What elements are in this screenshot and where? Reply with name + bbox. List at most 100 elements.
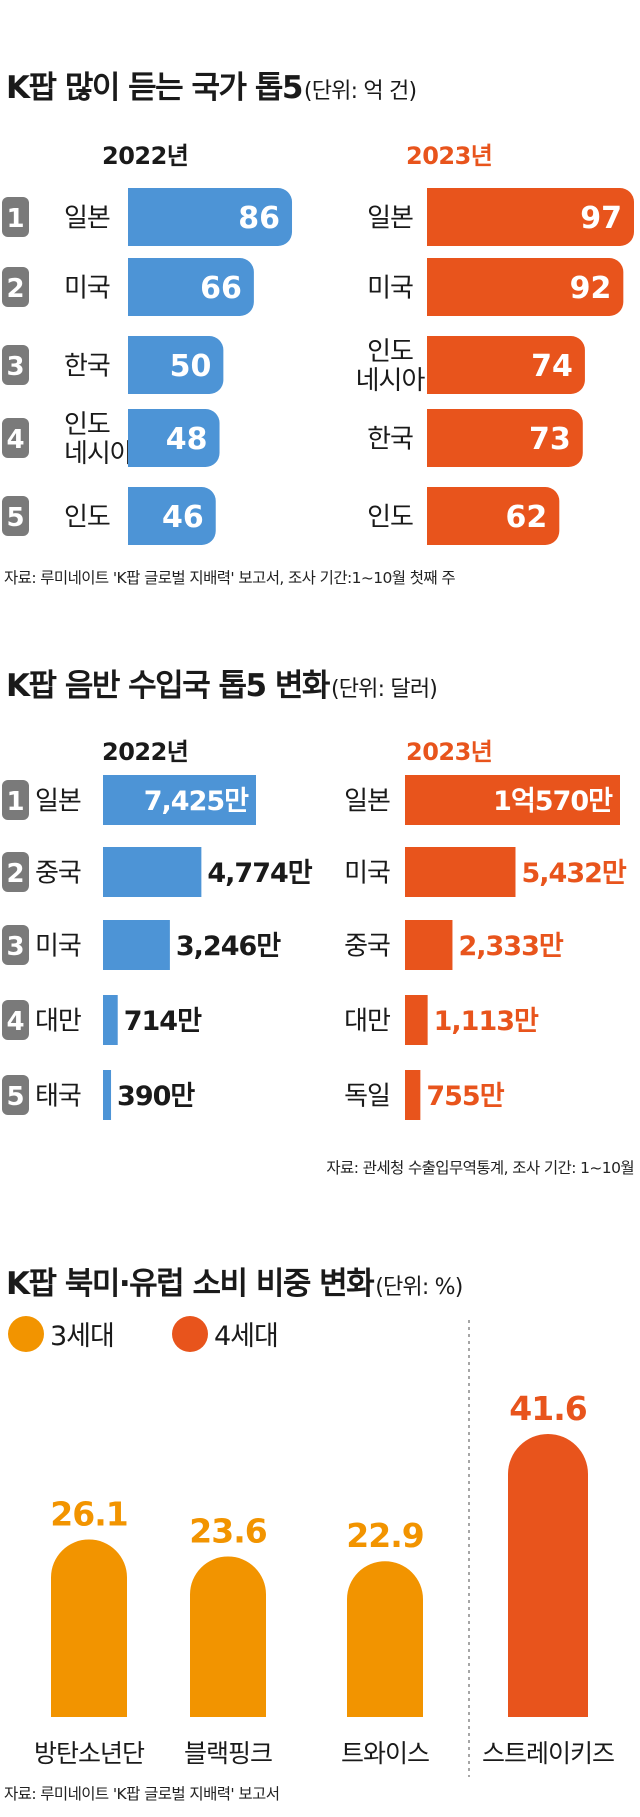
share-artist-2: 블랙핑크	[184, 1739, 272, 1768]
value-2023-4: 73	[529, 422, 571, 457]
bar-2023-4	[427, 409, 583, 467]
section2-year-2023: 2023년	[406, 738, 493, 766]
section1-source: 자료: 루미네이트 'K팝 글로벌 지배력' 보고서, 조사 기간:1~10월 …	[4, 569, 456, 587]
bar-2022-4	[128, 409, 220, 467]
country-2023-2: 미국	[367, 273, 413, 303]
rank-1-box	[2, 197, 29, 237]
import-value-2022-3: 3,246만	[176, 931, 281, 962]
share-value-2: 23.6	[189, 1511, 266, 1550]
import-country-2022-1: 일본	[35, 786, 81, 816]
value-2023-2: 92	[570, 271, 612, 306]
import-bar-2022-2	[103, 847, 202, 897]
rank2-4-box	[2, 1000, 29, 1040]
import-bar-2023-5	[405, 1070, 421, 1120]
import-country-2023-5: 독일	[344, 1081, 390, 1111]
rank2-5-box	[2, 1075, 29, 1115]
rank2-1-box	[2, 780, 29, 820]
section1-title-text: K팝 많이 듣는 국가 톱5	[6, 70, 303, 106]
share-artist-3: 트와이스	[341, 1739, 429, 1768]
section3-source: 자료: 루미네이트 'K팝 글로벌 지배력' 보고서	[4, 1785, 280, 1803]
section2-title-text: K팝 음반 수입국 톱5 변화	[6, 668, 330, 704]
rank-3-box	[2, 345, 29, 385]
section1-year-2022: 2022년	[102, 142, 189, 170]
section3-title: K팝 북미·유럽 소비 비중 변화(단위: %)	[6, 1258, 463, 1303]
share-bar-2	[190, 1556, 266, 1717]
rank-4-box	[2, 418, 29, 458]
rank-1-label: 1	[6, 204, 24, 234]
value-2022-2: 66	[200, 271, 242, 306]
country-2023-4: 한국	[367, 424, 413, 454]
import-value-2023-5: 755만	[426, 1081, 504, 1112]
rank2-2-box	[2, 852, 29, 892]
bar-2022-3	[128, 336, 224, 394]
bar-2022-2	[128, 258, 254, 316]
country-2022-1: 일본	[64, 203, 110, 233]
import-bar-2023-1	[405, 775, 620, 825]
rank-5-label: 5	[6, 503, 24, 533]
import-country-2022-5: 태국	[35, 1081, 81, 1111]
country-2023-3: 인도 네시아	[356, 337, 426, 396]
import-bar-2022-3	[103, 920, 170, 970]
import-country-2022-2: 중국	[35, 858, 81, 888]
import-country-2023-2: 미국	[344, 858, 390, 888]
bar-2023-5	[427, 487, 560, 545]
bar-2023-1	[427, 188, 634, 246]
country-2022-5: 인도	[64, 502, 110, 532]
section3-title-text: K팝 북미·유럽 소비 비중 변화	[6, 1266, 375, 1302]
import-country-2023-4: 대만	[344, 1006, 390, 1036]
rank-5-box	[2, 496, 29, 536]
rank2-3-box	[2, 925, 29, 965]
value-2022-4: 48	[166, 422, 208, 457]
rank-3-label: 3	[6, 352, 24, 382]
country-2022-2: 미국	[64, 273, 110, 303]
import-value-2022-1: 7,425만	[144, 786, 249, 817]
import-country-2023-1: 일본	[344, 786, 390, 816]
import-country-2023-3: 중국	[344, 931, 390, 961]
value-2022-3: 50	[170, 349, 212, 384]
bar-2022-1	[128, 188, 293, 246]
section2-unit: (단위: 달러)	[330, 677, 438, 702]
rank-4-label: 4	[6, 425, 24, 455]
import-bar-2023-4	[405, 995, 428, 1045]
share-artist-4: 스트레이키즈	[482, 1739, 614, 1768]
share-value-1: 26.1	[50, 1494, 127, 1533]
share-bar-4	[508, 1434, 588, 1717]
import-value-2023-1: 1억570만	[493, 786, 613, 817]
rank2-3-label: 3	[6, 932, 24, 962]
import-value-2022-4: 714만	[124, 1006, 202, 1037]
value-2023-1: 97	[580, 201, 622, 236]
import-value-2023-2: 5,432만	[521, 858, 626, 889]
country-2023-5: 인도	[367, 502, 413, 532]
share-value-3: 22.9	[346, 1516, 423, 1555]
section2-title: K팝 음반 수입국 톱5 변화(단위: 달러)	[6, 660, 438, 705]
import-country-2022-4: 대만	[35, 1006, 81, 1036]
legend-gen4: 4세대	[172, 1314, 279, 1353]
section3-unit: (단위: %)	[375, 1275, 463, 1300]
legend-gen4-swatch	[172, 1315, 208, 1352]
legend-gen3-label: 3세대	[50, 1321, 115, 1352]
country-2023-1: 일본	[367, 203, 413, 233]
section1-year-2023: 2023년	[406, 142, 493, 170]
import-bar-2022-1	[103, 775, 256, 825]
share-bar-1	[51, 1539, 127, 1717]
share-bar-3	[347, 1561, 423, 1717]
country-2022-4: 인도 네시아	[64, 410, 134, 469]
legend-gen4-label: 4세대	[214, 1321, 279, 1352]
import-bar-2022-4	[103, 995, 118, 1045]
rank2-2-label: 2	[6, 859, 24, 889]
section1-unit: (단위: 억 건)	[303, 79, 417, 104]
value-2022-1: 86	[238, 201, 280, 236]
section2-year-2022: 2022년	[102, 738, 189, 766]
import-value-2022-2: 4,774만	[207, 858, 312, 889]
rank2-1-label: 1	[6, 787, 24, 817]
import-value-2023-3: 2,333만	[458, 931, 563, 962]
import-bar-2022-5	[103, 1070, 112, 1120]
legend-gen3: 3세대	[8, 1314, 115, 1353]
bar-2022-5	[128, 487, 216, 545]
rank-2-label: 2	[6, 274, 24, 304]
import-bar-2023-3	[405, 920, 453, 970]
country-2022-3: 한국	[64, 351, 110, 381]
value-2022-5: 46	[162, 500, 204, 535]
import-country-2022-3: 미국	[35, 931, 81, 961]
